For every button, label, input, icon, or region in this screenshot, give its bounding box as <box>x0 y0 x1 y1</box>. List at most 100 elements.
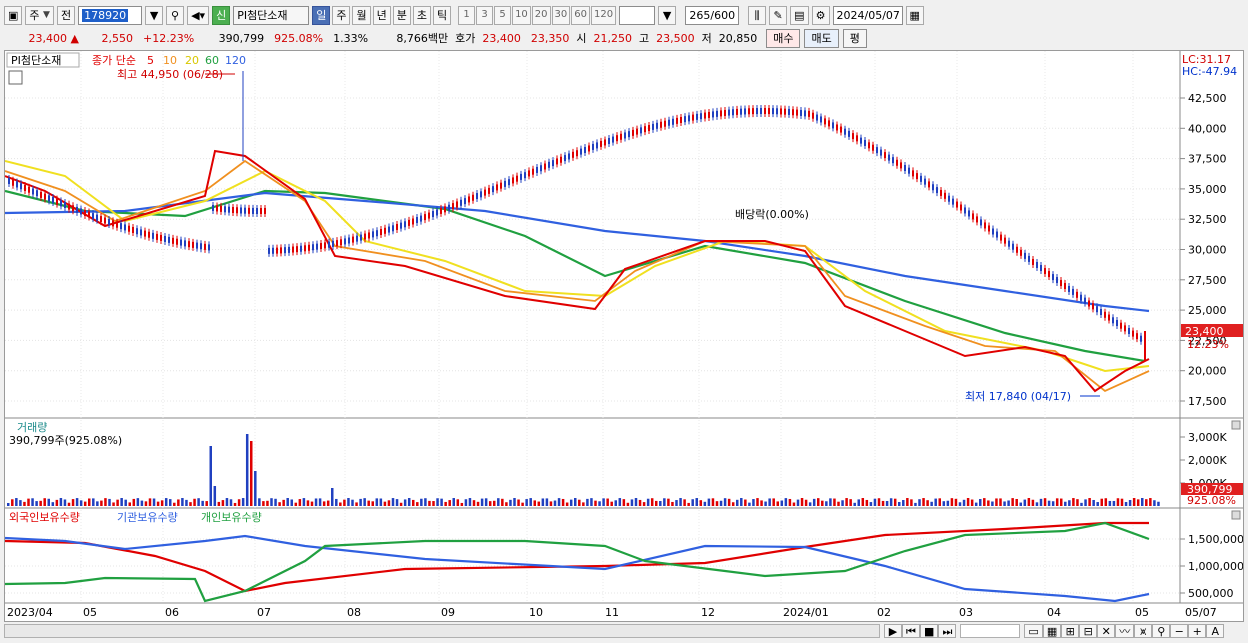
zoom-slider[interactable] <box>960 624 1021 638</box>
stock-chart[interactable]: 42,500 40,000 37,500 35,000 32,500 30,000 27,5… <box>4 50 1244 622</box>
trade-amount: 8,766백만 <box>396 32 449 45</box>
price-tick-3: 35,000 <box>1188 183 1227 196</box>
stock-code-input[interactable]: 178920 <box>78 5 143 25</box>
price-tick-10: 17,500 <box>1188 395 1227 408</box>
chart-scrollbar[interactable] <box>4 624 880 638</box>
interval-tab-120[interactable]: 120 <box>591 5 617 25</box>
x-label-13: 05 <box>1135 606 1149 619</box>
volume-ratio: 925.08% <box>274 31 324 45</box>
interval-tab-20[interactable]: 20 <box>531 5 551 25</box>
ma-60-label: 60 <box>205 54 219 67</box>
hc-value: HC:-47.94 <box>1182 65 1237 78</box>
period-tab-3[interactable]: 년 <box>372 5 391 25</box>
volume-last-tag: 390,799 <box>1187 483 1233 496</box>
fast-forward-icon[interactable]: ⏭ <box>938 624 957 638</box>
lc-value: LC:31.17 <box>1182 53 1231 66</box>
ma20-line <box>5 160 1150 373</box>
tool-icon-3[interactable]: ⊞ <box>1061 624 1080 638</box>
volume-panel-close-icon[interactable] <box>1231 420 1241 430</box>
volume-value: 390,799 <box>218 31 265 45</box>
interval-tab-10[interactable]: 10 <box>512 5 531 25</box>
tool-icon-1[interactable]: ▭ <box>1024 624 1043 638</box>
volume-panel-subtitle: 390,799주(925.08%) <box>9 434 122 447</box>
legend-institution: 기관보유수량 <box>117 511 178 524</box>
legend-foreign: 외국인보유수량 <box>9 511 80 524</box>
x-label-5: 09 <box>441 606 455 619</box>
interval-tab-5[interactable]: 5 <box>494 5 512 25</box>
zoom-in-icon[interactable]: + <box>1188 624 1207 638</box>
interval-dropdown-icon[interactable]: ▼ <box>658 5 677 25</box>
price-tick-0: 42,500 <box>1188 92 1227 105</box>
period-tab-1[interactable]: 주 <box>332 5 351 25</box>
price-tick-5: 30,000 <box>1188 244 1227 257</box>
price-change-pct: +12.23% <box>143 31 195 45</box>
period-tab-2[interactable]: 월 <box>352 5 371 25</box>
open-price: 21,250 <box>593 31 632 45</box>
interval-custom-input[interactable] <box>619 5 656 25</box>
scope-button[interactable]: 전 <box>56 5 76 25</box>
chart-line-icon[interactable]: 〰 <box>1115 624 1135 638</box>
candle-icon[interactable]: ⫼ <box>748 5 767 25</box>
x-label-10: 02 <box>877 606 891 619</box>
stop-icon[interactable]: ■ <box>920 624 939 638</box>
holding-panel-close-icon[interactable] <box>1231 510 1241 520</box>
table-toggle-icon[interactable] <box>8 70 23 85</box>
scroll-right-icon[interactable]: ▶ <box>884 624 902 638</box>
price-tick-2: 37,500 <box>1188 153 1227 166</box>
high-label: 고 <box>638 32 650 45</box>
low-note: 최저 17,840 (04/17) <box>965 390 1071 403</box>
price-tick-8: 22,500 <box>1188 334 1227 347</box>
market-type-select[interactable]: 주 ▼ <box>25 5 54 25</box>
period-tab-4[interactable]: 분 <box>392 5 411 25</box>
ma-10-label: 10 <box>163 54 177 67</box>
chart-canvas[interactable]: 42,500 40,000 37,500 35,000 32,500 30,000 27,5… <box>5 51 1243 621</box>
settings-icon[interactable]: ⚙ <box>811 5 830 25</box>
tool-icon-2[interactable]: ▦ <box>1042 624 1062 638</box>
date-input[interactable]: 2024/05/07 <box>832 5 903 25</box>
volume-tick-1: 2,000K <box>1188 454 1227 467</box>
interval-tab-60[interactable]: 60 <box>571 5 590 25</box>
period-tab-0[interactable]: 일 <box>312 5 331 25</box>
draw-tool-icon[interactable]: ✎ <box>769 5 788 25</box>
crosshair-icon[interactable]: ✕ <box>1097 624 1116 638</box>
eval-button[interactable]: 평 <box>842 28 867 48</box>
price-tick-7: 25,000 <box>1188 304 1227 317</box>
dividend-note: 배당락(0.00%) <box>735 208 809 221</box>
quote-status-bar: 23,400 ▲ 2,550 +12.23% 390,799 925.08% 1… <box>0 28 1248 48</box>
current-price: 23,400 ▲ <box>28 31 79 45</box>
bar-count-input[interactable]: 265/600 <box>685 5 740 25</box>
x-label-3: 07 <box>257 606 271 619</box>
x-label-1: 05 <box>83 606 97 619</box>
tool-icon-4[interactable]: ⊟ <box>1079 624 1098 638</box>
calendar-icon[interactable]: ▦ <box>905 5 924 25</box>
chart-type-icon[interactable]: ⩙ <box>1134 624 1153 638</box>
interval-tab-30[interactable]: 30 <box>551 5 571 25</box>
buy-button[interactable]: 매수 <box>766 28 801 48</box>
foreign-holding-line <box>5 521 1149 593</box>
turnover-ratio: 1.33% <box>333 31 369 45</box>
ma-legend-label: 종가 단순 <box>92 54 136 67</box>
search-icon[interactable]: ⚲ <box>166 5 185 25</box>
x-label-7: 11 <box>605 606 619 619</box>
period-tab-6[interactable]: 틱 <box>432 5 452 25</box>
code-dropdown-icon[interactable]: ▼ <box>145 5 164 25</box>
font-size-icon[interactable]: A <box>1206 624 1225 638</box>
interval-tab-3[interactable]: 3 <box>476 5 494 25</box>
x-axis-right-label: 05/07 <box>1185 606 1217 619</box>
speaker-icon[interactable]: ◀▾ <box>187 5 210 25</box>
holding-tick-1: 1,000,000 <box>1188 560 1243 573</box>
holding-tick-2: 500,000 <box>1188 587 1234 600</box>
period-tab-5[interactable]: 초 <box>412 5 431 25</box>
sell-button[interactable]: 매도 <box>804 28 839 48</box>
zoom-search-icon[interactable]: ⚲ <box>1152 624 1171 638</box>
x-label-6: 10 <box>529 606 543 619</box>
low-label: 저 <box>701 32 712 45</box>
zoom-out-icon[interactable]: − <box>1170 624 1189 638</box>
interval-tab-1[interactable]: 1 <box>458 5 476 25</box>
rewind-icon[interactable]: ⏮ <box>902 624 920 638</box>
window-icon[interactable]: ▣ <box>4 5 23 25</box>
price-tick-4: 32,500 <box>1188 213 1227 226</box>
save-icon[interactable]: ▤ <box>790 5 809 25</box>
x-label-2: 06 <box>165 606 179 619</box>
